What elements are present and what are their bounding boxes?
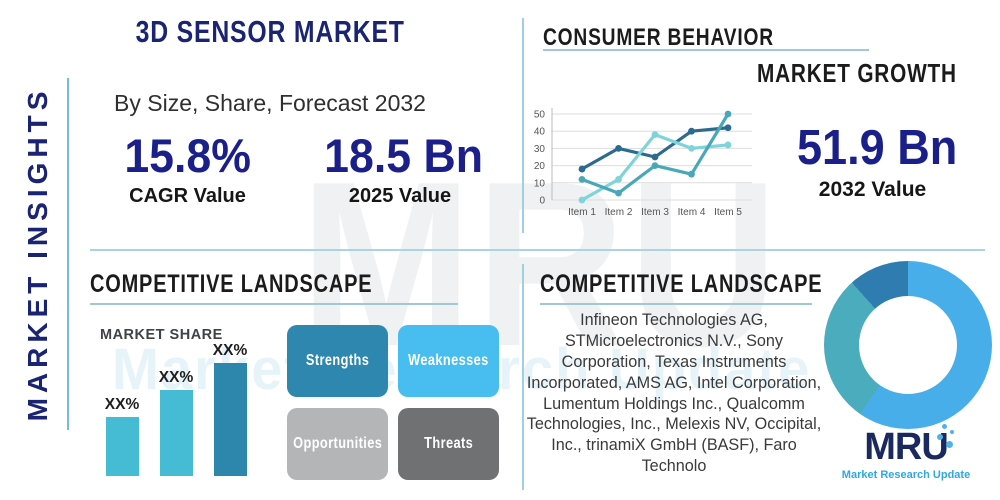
teal-series-point [724, 110, 732, 118]
mru-logo-tagline: Market Research Update [841, 469, 971, 481]
bar [105, 417, 139, 476]
bar-column: XX% [154, 369, 198, 476]
dark-blue-series-point [724, 124, 732, 132]
light-cyan-series-point [615, 175, 622, 183]
page-subtitle: By Size, Share, Forecast 2032 [114, 90, 426, 116]
swot-label: Weaknesses [408, 352, 489, 369]
page-title: 3D SENSOR MARKET [135, 14, 405, 49]
competitor-donut [824, 261, 992, 429]
bar-value-label: XX% [212, 342, 248, 359]
dark-blue-series-point [615, 145, 622, 152]
swot-box-weaknesses: Weaknesses [398, 325, 499, 397]
swot-box-strengths: Strengths [287, 325, 388, 397]
consumer-behavior-underline [543, 49, 869, 51]
teal-series-point [615, 189, 622, 197]
bar-value-label: XX% [104, 396, 140, 413]
x-tick-label: Item 4 [678, 207, 706, 218]
bar [159, 390, 193, 476]
x-tick-label: Item 5 [714, 207, 742, 218]
teal-series-point [688, 170, 695, 178]
market-growth-chart: 0 10 20 30 40 50 Item 1 Item 2 Item 3 Item 4 Item … [534, 108, 752, 218]
competitive-landscape-right-title: COMPETITIVE LANDSCAPE [540, 270, 823, 298]
y-tick-label: 20 [534, 161, 546, 172]
mru-logo: MRU Market Research Update [838, 424, 974, 481]
swot-grid: Strengths Weaknesses Opportunities Threats [287, 325, 499, 480]
competitive-landscape-left-underline [90, 303, 458, 305]
dark-blue-series-point [688, 127, 695, 135]
y-tick-label: 0 [539, 196, 545, 207]
logo-bubble-icon [946, 441, 953, 448]
x-tick-label: Item 3 [641, 207, 669, 218]
cagr-label: CAGR Value [129, 185, 246, 207]
top-section-divider [522, 18, 524, 233]
bottom-section-divider [522, 264, 524, 490]
competitive-landscape-right-underline [540, 303, 812, 305]
teal-series-point [578, 175, 586, 183]
swot-label: Opportunities [292, 435, 383, 452]
market-share-title: MARKET SHARE [100, 327, 223, 343]
donut-hole [859, 296, 957, 394]
market-share-chart: XX% XX% XX% [100, 340, 252, 476]
light-cyan-series-point [724, 141, 732, 149]
market-growth-title: MARKET GROWTH [757, 58, 957, 88]
y-tick-label: 50 [534, 110, 546, 121]
cagr-value: 15.8% [124, 129, 251, 182]
horizontal-divider [90, 249, 985, 251]
swot-box-threats: Threats [398, 408, 499, 480]
swot-label: Strengths [305, 352, 370, 369]
x-tick-label: Item 1 [568, 207, 596, 218]
logo-bubble-icon [942, 424, 947, 429]
dark-blue-series-point [578, 165, 586, 173]
light-cyan-series-point [578, 196, 586, 204]
light-cyan-series-point [688, 145, 695, 152]
light-cyan-series-point [651, 131, 659, 139]
sidebar-vertical-label: MARKET INSIGHTS [22, 86, 53, 422]
competitive-landscape-left-title: COMPETITIVE LANDSCAPE [90, 270, 373, 298]
consumer-behavior-title: CONSUMER BEHAVIOR [543, 24, 774, 51]
forecast-value: 51.9 Bn [796, 121, 958, 175]
dark-blue-series-point [651, 153, 659, 161]
left-vertical-rule [67, 78, 69, 430]
bar-column: XX% [100, 396, 144, 476]
forecast-label: 2032 Value [818, 178, 927, 201]
base-year-value: 18.5 Bn [324, 129, 484, 182]
bar-column: XX% [208, 342, 252, 476]
mru-logo-text: MRU [864, 426, 949, 468]
logo-bubble-icon [937, 434, 943, 440]
swot-box-opportunities: Opportunities [287, 408, 388, 480]
x-tick-label: Item 2 [605, 207, 633, 218]
swot-label: Threats [423, 435, 474, 452]
bar [213, 363, 247, 476]
base-year-label: 2025 Value [348, 185, 452, 207]
teal-series [580, 112, 730, 195]
bar-value-label: XX% [158, 369, 194, 386]
company-list: Infineon Technologies AG, STMicroelectro… [526, 311, 822, 476]
teal-series-point [651, 162, 659, 169]
y-tick-label: 30 [534, 144, 546, 155]
y-tick-label: 10 [534, 178, 546, 189]
y-tick-label: 40 [534, 127, 546, 138]
logo-bubble-icon [950, 430, 954, 434]
